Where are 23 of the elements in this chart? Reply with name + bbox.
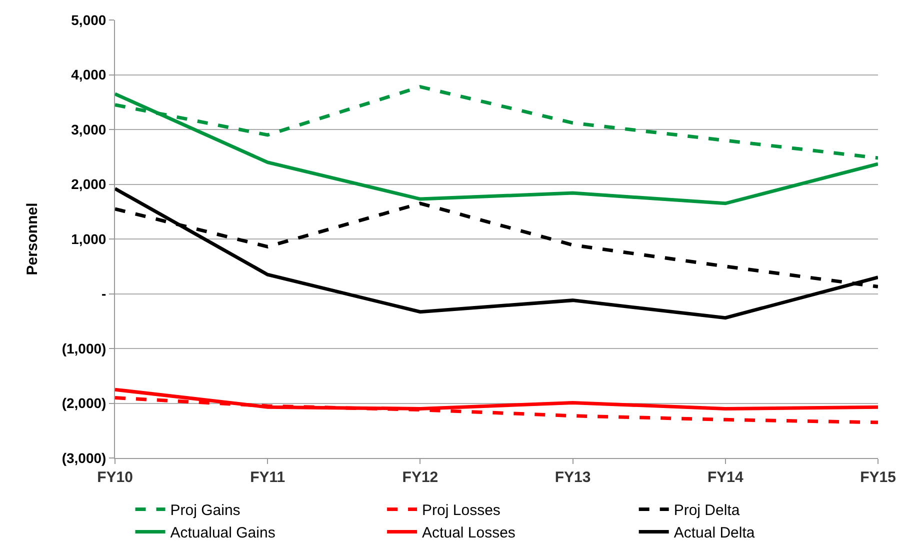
legend-label: Actual Losses: [422, 524, 516, 542]
x-tick-label: FY10: [97, 469, 133, 486]
y-tick-label: 1,000: [71, 230, 106, 247]
y-tick-label: 2,000: [71, 176, 106, 192]
y-tick-label: (2,000): [62, 395, 106, 412]
legend-label: Proj Delta: [674, 502, 740, 520]
y-tick-label: (1,000): [62, 340, 106, 356]
legend-label: Proj Gains: [170, 502, 240, 520]
y-tick-label: 3,000: [71, 121, 106, 138]
legend-label: Actualual Gains: [170, 524, 276, 542]
line-series: [115, 186, 878, 320]
x-tick-label: FY14: [707, 469, 744, 486]
y-tick-label: -: [102, 286, 107, 302]
legend-label: Proj Losses: [422, 502, 500, 520]
y-tick-label: (3,000): [62, 450, 106, 466]
y-tick-label: 5,000: [71, 12, 106, 28]
y-axis-title: Personnel: [24, 202, 42, 276]
y-tick-label: 4,000: [71, 66, 106, 83]
x-tick-label: FY13: [554, 469, 591, 486]
legend-label: Actual Delta: [674, 524, 756, 542]
x-tick-label: FY11: [250, 469, 286, 486]
x-tick-label: FY12: [402, 469, 438, 486]
x-tick-label: FY15: [860, 469, 896, 486]
